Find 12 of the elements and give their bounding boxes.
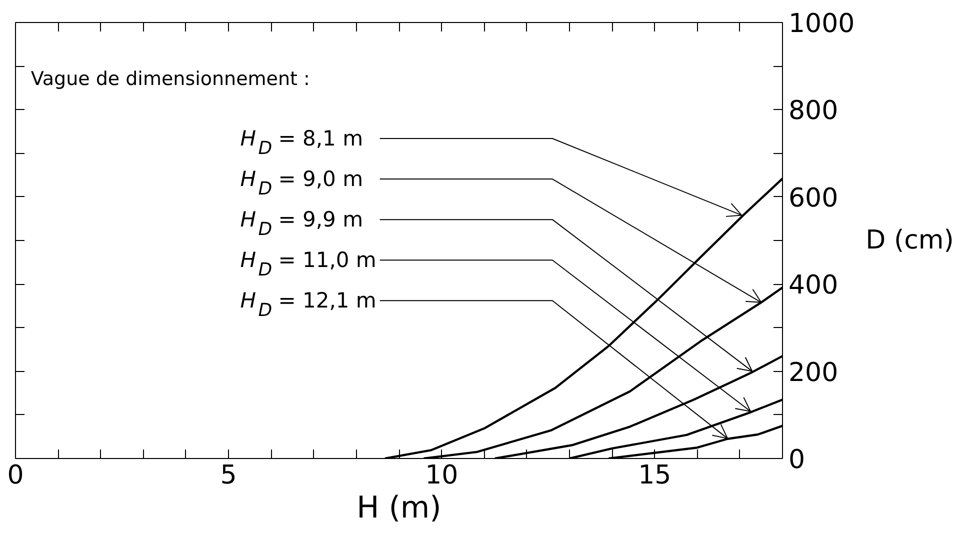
x-tick-label: 10 <box>425 460 458 490</box>
annotation: Vague de dimensionnement : <box>30 68 310 90</box>
x-tick-label: 15 <box>638 460 672 490</box>
x-axis-title: H (m) <box>356 490 442 526</box>
y-tick-label: 400 <box>788 270 838 301</box>
y-tick-label: 600 <box>788 183 838 214</box>
x-tick-label: 0 <box>7 460 24 490</box>
y-tick-label: 800 <box>788 96 838 126</box>
y-axis-title: D (cm) <box>866 226 954 256</box>
y-tick-label: 200 <box>788 358 838 388</box>
x-tick-label: 5 <box>220 460 237 490</box>
y-tick-label: 1000 <box>788 9 855 39</box>
